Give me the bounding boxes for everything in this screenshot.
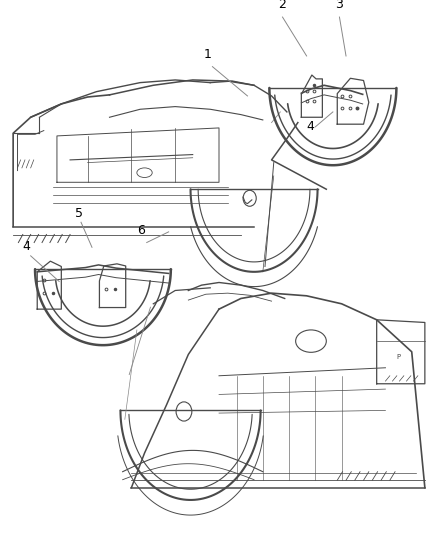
Text: 6: 6 <box>138 224 145 237</box>
Text: 4: 4 <box>22 240 30 253</box>
Text: 3: 3 <box>336 0 343 11</box>
Text: 2: 2 <box>279 0 286 11</box>
Text: 1: 1 <box>204 49 212 61</box>
Text: 4: 4 <box>306 120 314 133</box>
Text: P: P <box>396 354 401 360</box>
Text: 5: 5 <box>75 207 83 220</box>
